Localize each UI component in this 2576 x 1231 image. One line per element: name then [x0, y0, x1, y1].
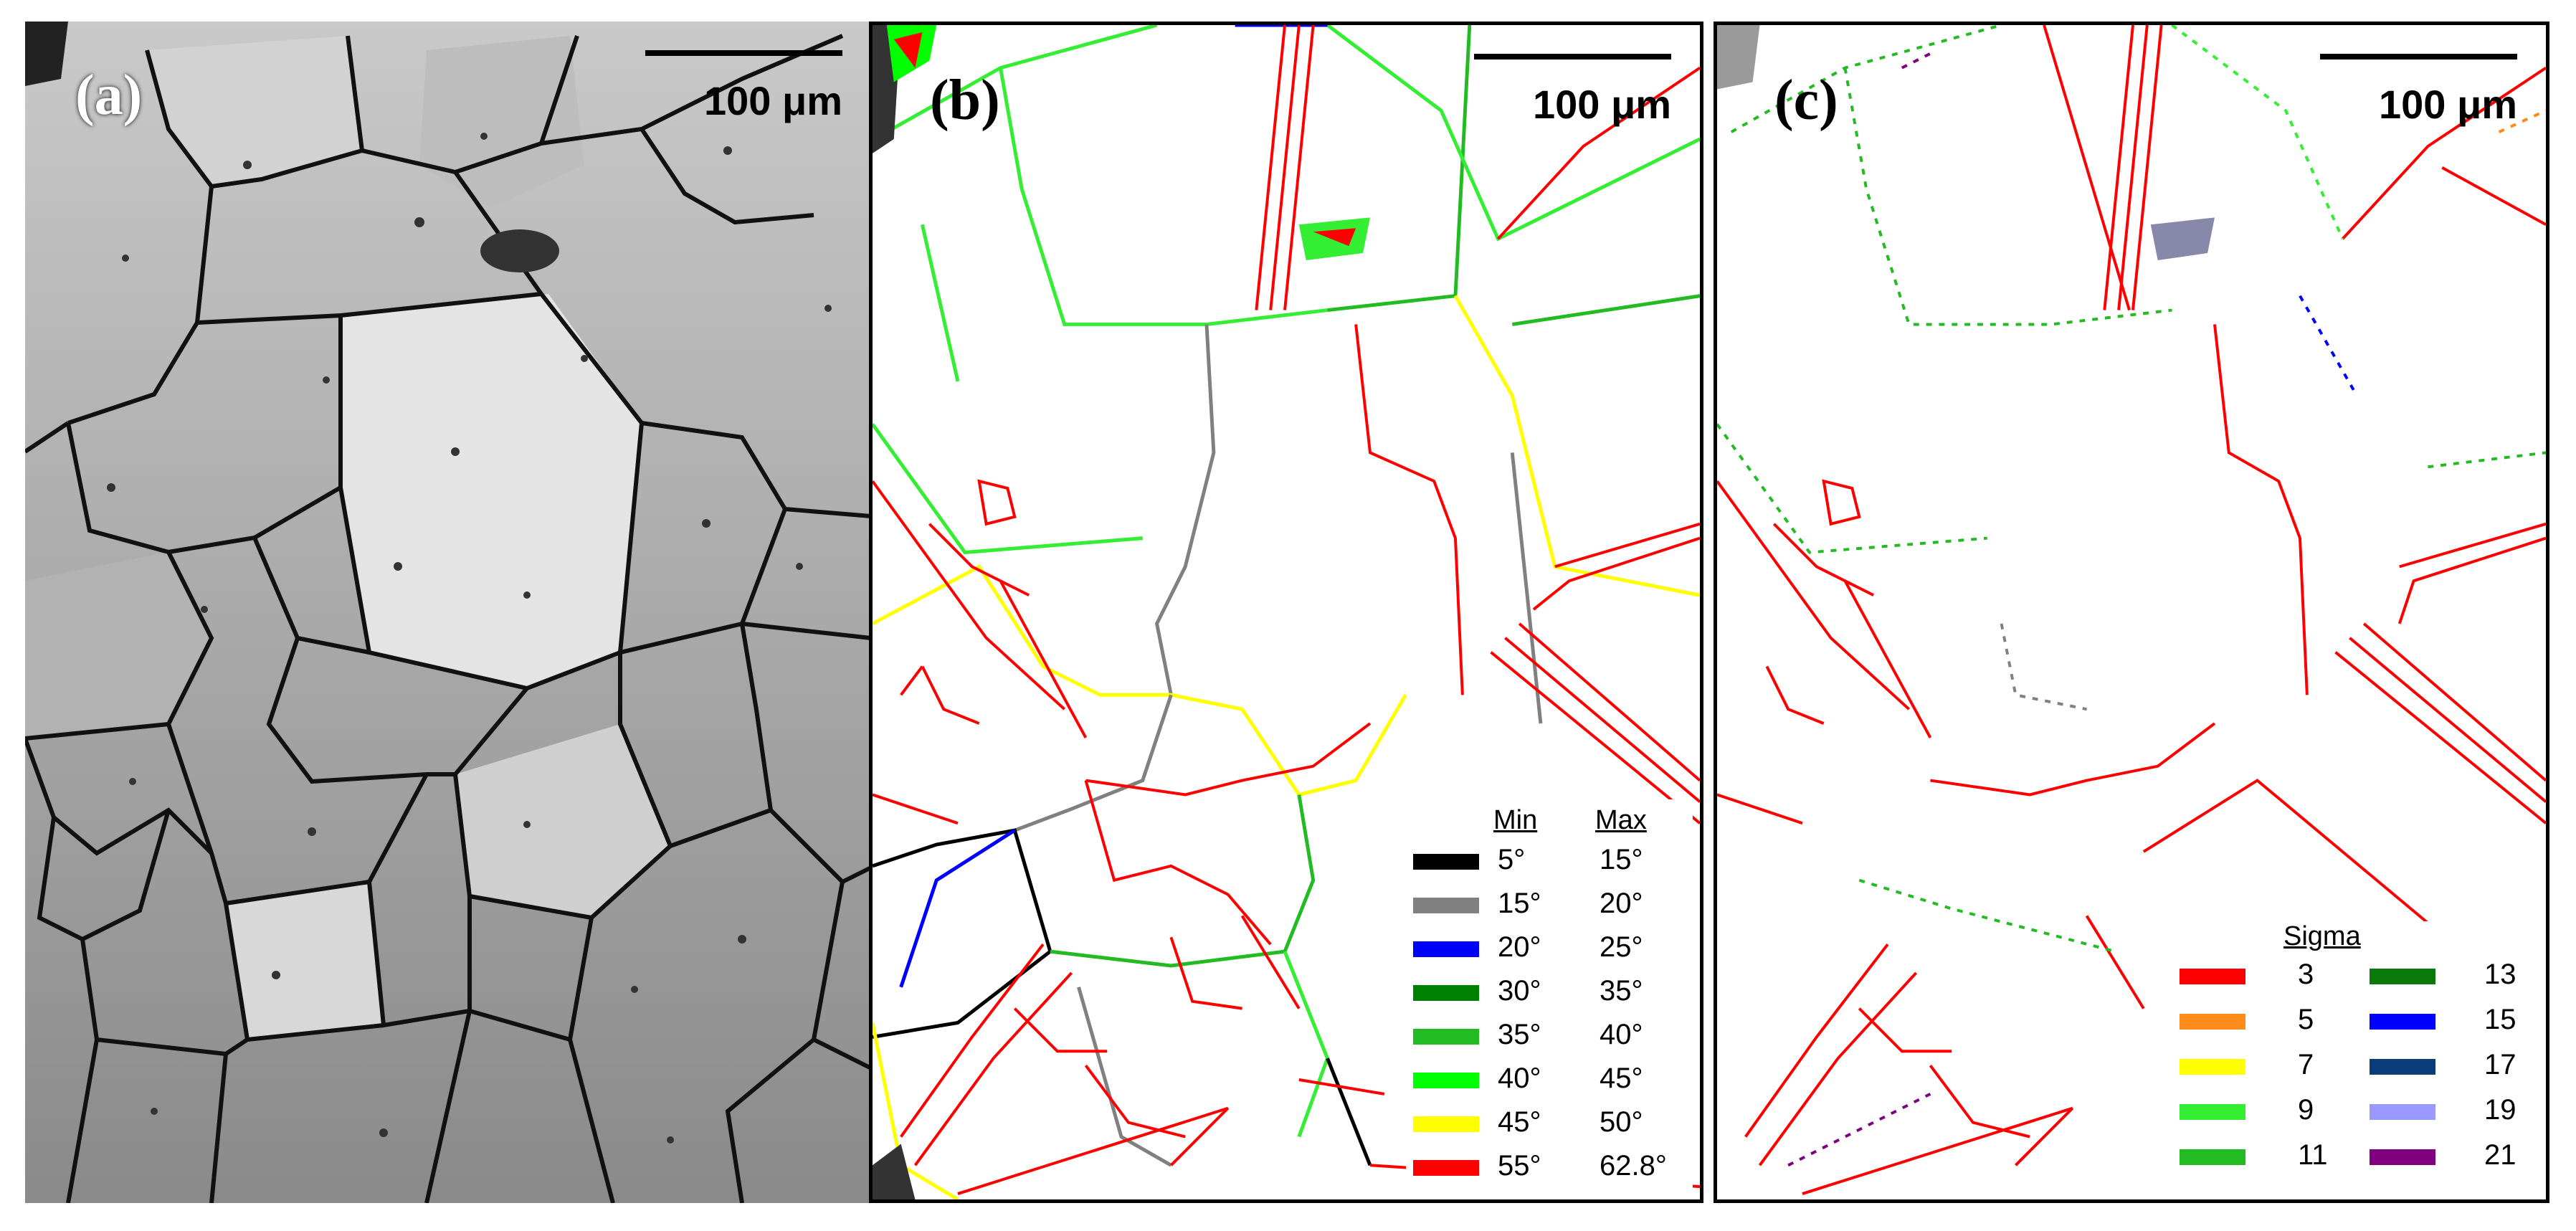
legend-swatch	[2180, 1014, 2245, 1030]
legend-swatch	[1413, 1160, 1479, 1176]
legend-swatch	[2180, 1149, 2245, 1165]
legend-max-value: 25°	[1600, 931, 1643, 963]
legend-header-max: Max	[1595, 805, 1647, 835]
scale-bar-text: 100 μm	[1532, 82, 1671, 127]
scale-bar-text: 100 μm	[2378, 82, 2517, 127]
legend-row: 30° 35°	[1406, 975, 1693, 1011]
legend-max-value: 50°	[1600, 1106, 1643, 1138]
legend-swatch	[2180, 969, 2245, 984]
legend-min-value: 20°	[1498, 931, 1541, 963]
boundary-map-panel-c: (c) 100 μm Sigma 3 5 7 9 11 13 15 17 19 21	[1714, 22, 2549, 1203]
legend-max-value: 35°	[1600, 975, 1643, 1007]
legend-row: 21	[2366, 1139, 2538, 1175]
legend-swatch	[1413, 1073, 1479, 1088]
legend-sigma-value: 17	[2484, 1049, 2516, 1080]
legend-row: 15	[2366, 1004, 2538, 1040]
scale-bar-text: 100 μm	[703, 78, 842, 123]
legend-swatch	[2180, 1104, 2245, 1120]
scale-bar-a: 100 μm	[642, 50, 842, 124]
legend-sigma-value: 11	[2298, 1139, 2328, 1171]
legend-swatch	[1413, 898, 1479, 913]
legend-min-value: 30°	[1498, 975, 1541, 1007]
legend-sigma-value: 5	[2298, 1004, 2314, 1035]
sigma-legend: Sigma 3 5 7 9 11 13 15 17 19 21	[2176, 921, 2538, 1194]
scale-bar-line	[645, 50, 842, 56]
legend-row: 15° 20°	[1406, 888, 1693, 923]
legend-sigma-value: 21	[2484, 1139, 2516, 1171]
legend-min-value: 35°	[1498, 1019, 1541, 1050]
legend-row: 5	[2176, 1004, 2348, 1040]
scale-bar-line	[1474, 54, 1671, 60]
scale-bar-line	[2320, 54, 2517, 60]
micrograph-image	[25, 22, 871, 1203]
micrograph-panel-a: (a) 100 μm	[25, 22, 871, 1203]
legend-swatch	[1413, 854, 1479, 870]
legend-sigma-value: 19	[2484, 1094, 2516, 1126]
legend-row: 35° 40°	[1406, 1019, 1693, 1055]
legend-sigma-value: 3	[2298, 959, 2314, 990]
legend-sigma-value: 9	[2298, 1094, 2314, 1126]
legend-swatch	[1413, 985, 1479, 1001]
panel-a-label: (a)	[75, 64, 143, 127]
scale-bar-c: 100 μm	[2316, 54, 2517, 128]
legend-row: 19	[2366, 1094, 2538, 1130]
legend-row: 5° 15°	[1406, 844, 1693, 880]
legend-row: 3	[2176, 959, 2348, 994]
misorientation-legend: Min Max 5° 15° 15° 20° 20° 25° 30° 35° 35° 40° 40°…	[1406, 799, 1693, 1199]
legend-row: 20° 25°	[1406, 931, 1693, 967]
legend-swatch	[1413, 1029, 1479, 1045]
legend-row: 11	[2176, 1139, 2348, 1175]
legend-row: 13	[2366, 959, 2538, 994]
legend-swatch	[1413, 1116, 1479, 1132]
legend-sigma-value: 7	[2298, 1049, 2314, 1080]
legend-max-value: 15°	[1600, 844, 1643, 875]
legend-row: 40° 45°	[1406, 1063, 1693, 1098]
legend-row: 55° 62.8°	[1406, 1150, 1693, 1186]
legend-header-sigma: Sigma	[2283, 921, 2361, 951]
legend-min-value: 55°	[1498, 1150, 1541, 1182]
legend-min-value: 15°	[1498, 888, 1541, 919]
legend-max-value: 20°	[1600, 888, 1643, 919]
legend-swatch	[1413, 941, 1479, 957]
legend-swatch	[2180, 1059, 2245, 1075]
legend-max-value: 40°	[1600, 1019, 1643, 1050]
legend-min-value: 45°	[1498, 1106, 1541, 1138]
boundary-map-panel-b: (b) 100 μm Min Max 5° 15° 15° 20° 20° 25° 30° 3…	[869, 22, 1703, 1203]
legend-swatch	[2370, 1149, 2435, 1165]
panel-b-label: (b)	[930, 69, 1000, 132]
legend-row: 7	[2176, 1049, 2348, 1085]
legend-swatch	[2370, 1014, 2435, 1030]
legend-max-value: 45°	[1600, 1063, 1643, 1094]
legend-sigma-value: 15	[2484, 1004, 2516, 1035]
legend-row: 45° 50°	[1406, 1106, 1693, 1142]
legend-max-value: 62.8°	[1600, 1150, 1667, 1182]
legend-min-value: 40°	[1498, 1063, 1541, 1094]
legend-sigma-value: 13	[2484, 959, 2516, 990]
legend-swatch	[2370, 969, 2435, 984]
legend-row: 9	[2176, 1094, 2348, 1130]
legend-row: 17	[2366, 1049, 2538, 1085]
panel-c-label: (c)	[1774, 69, 1838, 132]
csl-boundary-map	[1717, 25, 2546, 1195]
legend-header-min: Min	[1493, 805, 1538, 835]
legend-min-value: 5°	[1498, 844, 1526, 875]
legend-swatch	[2370, 1059, 2435, 1075]
misorientation-boundary-map	[873, 25, 1700, 1199]
legend-swatch	[2370, 1104, 2435, 1120]
scale-bar-b: 100 μm	[1470, 54, 1671, 128]
